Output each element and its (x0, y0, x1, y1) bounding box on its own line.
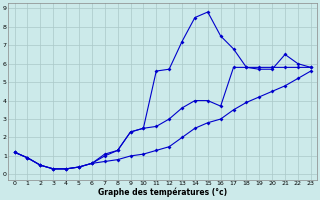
X-axis label: Graphe des températures (°c): Graphe des températures (°c) (98, 188, 227, 197)
